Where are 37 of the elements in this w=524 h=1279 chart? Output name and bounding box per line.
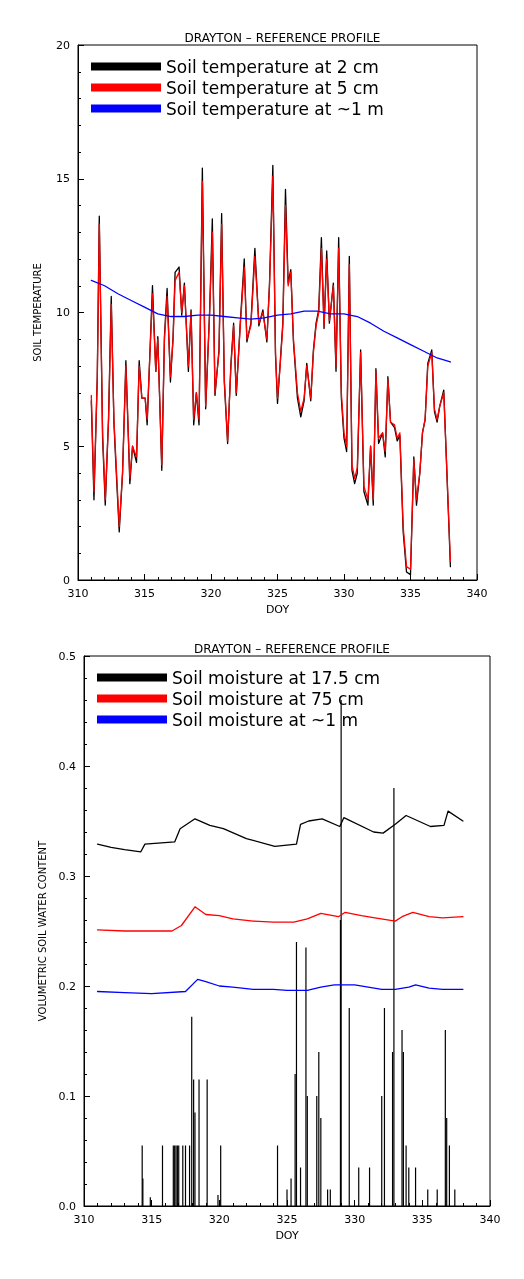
y-tick-label: 0.0 xyxy=(58,1199,76,1213)
x-tick-label: 315 xyxy=(141,1213,163,1226)
x-tick-label: 330 xyxy=(344,1213,366,1226)
legend-label: Soil moisture at ~1 m xyxy=(172,709,359,730)
x-tick-label: 310 xyxy=(73,1213,95,1226)
x-tick-label: 335 xyxy=(411,1213,433,1226)
y-tick-label: 15 xyxy=(56,172,70,186)
y-tick-label: 0.4 xyxy=(58,759,76,773)
x-tick-label: 325 xyxy=(276,1213,298,1226)
x-tick-label: 340 xyxy=(479,1213,501,1226)
y-tick-label: 0.5 xyxy=(58,649,76,663)
y-axis-title: VOLUMETRIC SOIL WATER CONTENT xyxy=(37,839,49,1022)
x-axis-title: DOY xyxy=(265,602,290,616)
x-axis-title: DOY xyxy=(275,1228,299,1242)
y-axis-title: SOIL TEMPERATURE xyxy=(31,263,43,362)
y-tick-label: 20 xyxy=(56,38,70,52)
x-tick-label: 310 xyxy=(67,587,89,600)
chart-title: DRAYTON – REFERENCE PROFILE xyxy=(184,31,381,45)
y-tick-label: 0 xyxy=(63,573,70,587)
x-tick-label: 320 xyxy=(200,587,222,600)
x-tick-label: 335 xyxy=(400,587,421,600)
legend-label: Soil temperature at ~1 m xyxy=(166,98,384,119)
legend-label: Soil moisture at 17.5 cm xyxy=(172,667,381,688)
legend-label: Soil moisture at 75 cm xyxy=(172,688,364,709)
y-tick-label: 0.3 xyxy=(58,869,76,883)
x-tick-label: 320 xyxy=(208,1213,230,1226)
legend-label: Soil temperature at 5 cm xyxy=(166,77,379,98)
legend-label: Soil temperature at 2 cm xyxy=(166,56,379,77)
x-tick-label: 315 xyxy=(134,587,155,600)
y-tick-label: 0.2 xyxy=(58,979,76,993)
y-tick-label: 10 xyxy=(56,306,70,319)
y-tick-label: 5 xyxy=(63,439,70,453)
x-tick-label: 340 xyxy=(466,587,488,600)
x-tick-label: 325 xyxy=(267,587,288,600)
x-tick-label: 330 xyxy=(333,587,355,600)
y-tick-label: 0.1 xyxy=(58,1089,76,1103)
chart-title: DRAYTON – REFERENCE PROFILE xyxy=(194,642,390,656)
